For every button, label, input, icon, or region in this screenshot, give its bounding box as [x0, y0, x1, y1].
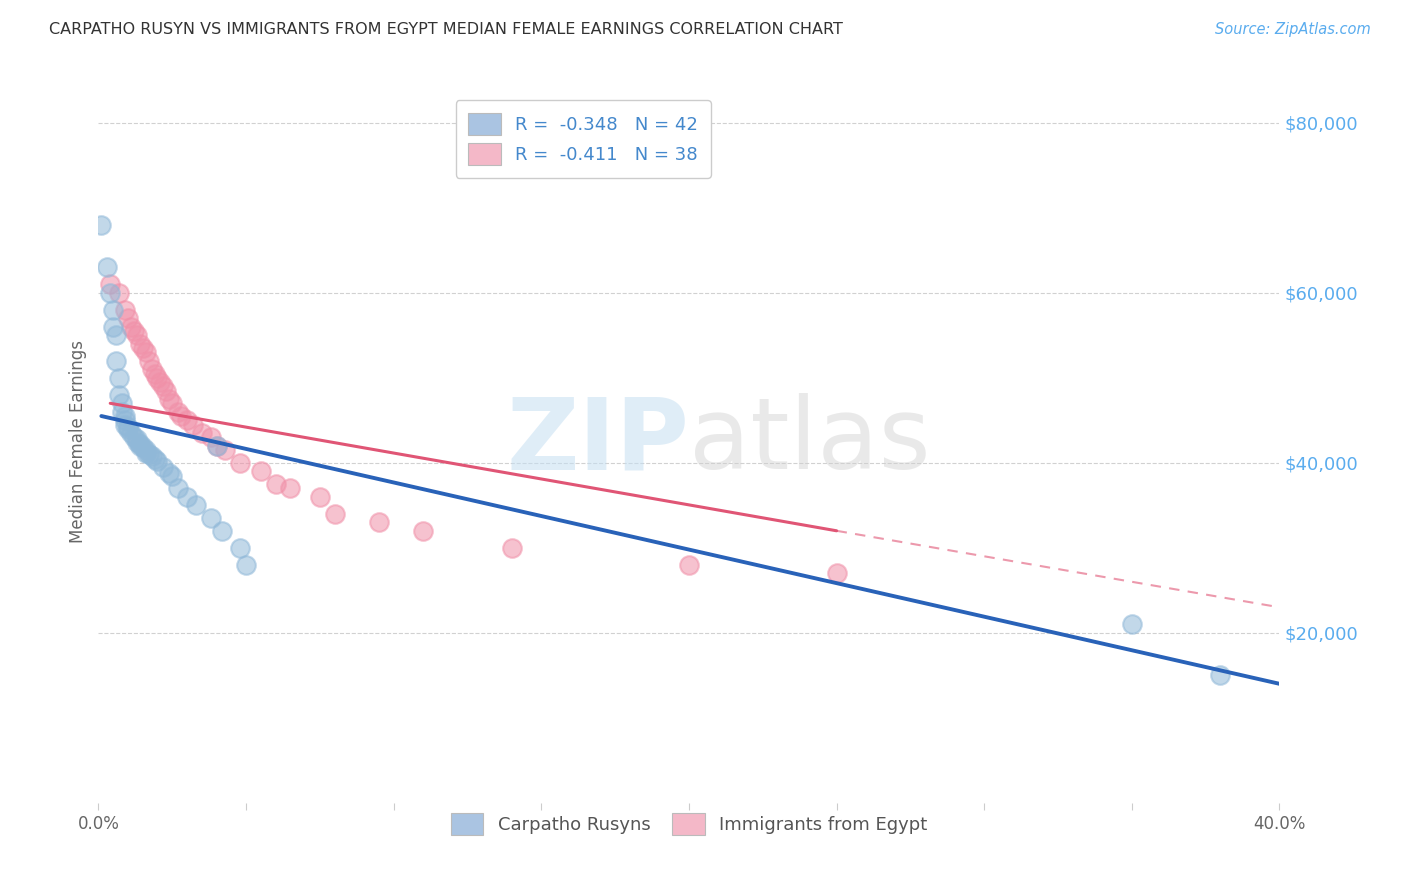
Text: atlas: atlas [689, 393, 931, 490]
Point [90, 218, 112, 232]
Point [125, 328, 148, 343]
Point [200, 511, 222, 525]
Point [103, 319, 125, 334]
Point [501, 541, 523, 555]
Point [114, 413, 136, 427]
Point [162, 396, 183, 410]
Point [184, 498, 207, 512]
Point [205, 439, 228, 453]
Point [323, 507, 346, 521]
Point [108, 285, 131, 300]
Y-axis label: Median Female Earnings: Median Female Earnings [69, 340, 87, 543]
Point [135, 443, 157, 458]
Point [135, 345, 157, 359]
Text: Source: ZipAtlas.com: Source: ZipAtlas.com [1215, 22, 1371, 37]
Point [128, 437, 150, 451]
Point [122, 324, 145, 338]
Point [132, 441, 155, 455]
Point [141, 362, 163, 376]
Point [170, 409, 193, 423]
Point [96, 260, 118, 275]
Point [229, 456, 252, 470]
Point [143, 367, 166, 381]
Point [98, 277, 121, 292]
Point [143, 451, 166, 466]
Point [120, 425, 142, 440]
Point [280, 481, 302, 495]
Point [114, 417, 136, 432]
Point [108, 388, 131, 402]
Point [122, 430, 145, 444]
Point [176, 413, 198, 427]
Point [103, 302, 125, 317]
Point [138, 353, 160, 368]
Point [111, 396, 134, 410]
Point [120, 319, 142, 334]
Point [162, 468, 183, 483]
Point [125, 434, 148, 449]
Point [229, 541, 252, 555]
Point [108, 371, 131, 385]
Point [117, 311, 139, 326]
Legend: Carpatho Rusyns, Immigrants from Egypt: Carpatho Rusyns, Immigrants from Egypt [441, 805, 936, 845]
Point [1209, 668, 1232, 682]
Point [128, 439, 150, 453]
Text: CARPATHO RUSYN VS IMMIGRANTS FROM EGYPT MEDIAN FEMALE EARNINGS CORRELATION CHART: CARPATHO RUSYN VS IMMIGRANTS FROM EGYPT … [49, 22, 844, 37]
Point [176, 490, 198, 504]
Point [114, 302, 136, 317]
Point [235, 558, 257, 572]
Point [155, 384, 177, 398]
Point [111, 405, 134, 419]
Point [250, 464, 273, 478]
Point [132, 341, 155, 355]
Point [309, 490, 332, 504]
Point [105, 353, 128, 368]
Point [149, 375, 172, 389]
Text: ZIP: ZIP [506, 393, 689, 490]
Point [152, 379, 174, 393]
Point [211, 524, 233, 538]
Point [264, 477, 287, 491]
Point [157, 466, 180, 480]
Point [128, 336, 150, 351]
Point [117, 422, 139, 436]
Point [135, 445, 157, 459]
Point [152, 460, 174, 475]
Point [200, 430, 222, 444]
Point [1121, 617, 1143, 632]
Point [157, 392, 180, 406]
Point [214, 443, 236, 458]
Point [146, 371, 169, 385]
Point [141, 449, 163, 463]
Point [117, 420, 139, 434]
Point [146, 454, 169, 468]
Point [678, 558, 700, 572]
Point [98, 285, 121, 300]
Point [167, 481, 190, 495]
Point [412, 524, 434, 538]
Point [138, 447, 160, 461]
Point [825, 566, 848, 581]
Point [105, 328, 128, 343]
Point [114, 409, 136, 423]
Point [205, 439, 228, 453]
Point [181, 417, 204, 432]
Point [167, 405, 190, 419]
Point [191, 425, 214, 440]
Point [368, 516, 391, 530]
Point [125, 432, 148, 446]
